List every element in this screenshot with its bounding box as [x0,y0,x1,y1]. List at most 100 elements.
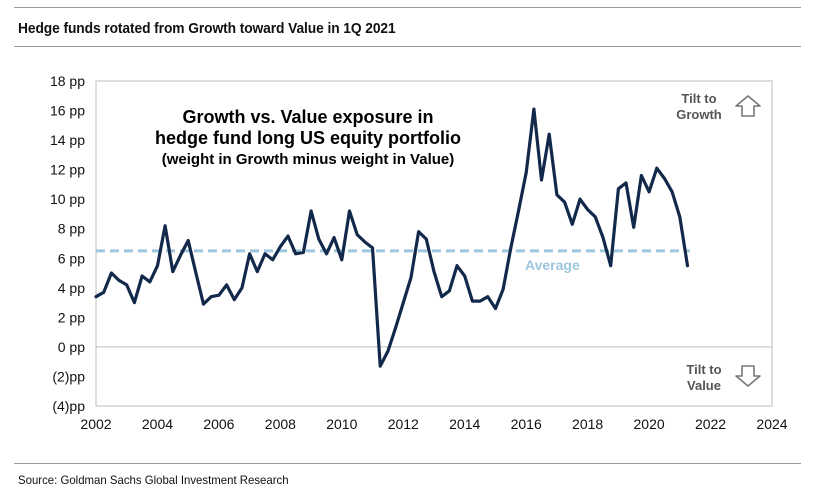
y-tick-label: (2)pp [52,368,85,384]
data-point [478,299,482,303]
tilt-growth-label-line2: Growth [676,107,722,122]
series-line [94,107,690,368]
data-point [217,293,221,297]
data-point [486,295,490,299]
data-point [624,181,628,185]
data-point [455,264,459,268]
chart-subtitle: (weight in Growth minus weight in Value) [162,151,455,168]
y-tick-label: (4)pp [52,398,85,414]
y-tick-label: 14 pp [50,132,85,148]
x-tick-label: 2024 [756,416,787,432]
data-point [640,174,643,177]
data-point [401,301,405,304]
data-point [686,264,689,268]
data-point [194,271,198,275]
data-point [156,264,159,268]
data-point [133,301,136,304]
bottom-divider [14,463,801,464]
data-point [332,236,336,239]
data-point [524,171,528,174]
x-tick-label: 2018 [572,416,603,432]
y-tick-label: 0 pp [58,339,85,355]
data-point [532,107,536,111]
data-point [255,270,259,273]
data-point [663,177,666,180]
data-point [102,290,106,294]
x-tick-label: 2004 [142,416,173,432]
x-tick-label: 2014 [449,416,480,432]
data-point [355,233,359,237]
data-point [386,349,390,353]
data-point [248,252,252,256]
data-point [570,222,574,226]
y-tick-label: 10 pp [50,191,85,207]
data-point [424,237,428,241]
data-point [286,234,290,238]
data-point [471,299,474,303]
data-point [363,240,367,244]
data-point [202,302,205,306]
series-points [94,107,689,368]
y-tick-label: 8 pp [58,221,85,237]
data-point [163,224,167,228]
data-point [232,298,236,302]
data-point [586,208,590,211]
data-point [616,187,620,191]
data-point [432,270,436,273]
y-tick-label: 2 pp [58,309,85,325]
y-tick-label: 4 pp [58,280,85,296]
data-point [140,274,144,278]
data-point [278,245,282,248]
data-point [225,283,228,287]
data-point [371,246,374,250]
data-point [186,239,190,242]
data-point [593,215,597,219]
data-point [655,166,659,170]
data-point [325,252,328,256]
data-point [647,190,651,194]
chart-title-line2: hedge fund long US equity portfolio [155,128,461,148]
y-tick-label: 16 pp [50,103,85,119]
tilt-value-label-line1: Tilt to [686,362,721,377]
data-point [179,253,182,257]
data-point [540,178,543,182]
source-note: Source: Goldman Sachs Global Investment … [18,473,289,487]
data-point [348,209,351,213]
data-point [494,307,497,310]
x-axis: 2002 2004 2006 2008 2010 2012 2014 2016 2018 2020… [80,416,787,432]
data-point [378,364,382,368]
y-tick-label: 18 pp [50,73,85,89]
data-point [125,283,129,287]
data-point [447,289,451,293]
average-label: Average [525,257,580,273]
data-point [394,326,397,330]
data-point [670,190,674,194]
data-point [517,209,520,213]
data-point [555,193,559,197]
x-tick-label: 2020 [634,416,665,432]
data-point [294,252,298,256]
arrow-down-icon [735,365,761,387]
x-tick-label: 2010 [326,416,357,432]
data-point [678,215,682,219]
data-point [240,286,244,290]
data-point [302,250,305,254]
data-point [417,230,421,234]
x-tick-label: 2016 [511,416,542,432]
data-point [440,295,444,299]
data-point [340,258,344,262]
plot-frame [95,80,773,407]
y-tick-label: 12 pp [50,162,85,178]
data-point [578,197,582,201]
y-axis: 18 pp 16 pp 14 pp 12 pp 10 pp 8 pp 6 pp 4 pp 2 p… [50,73,85,414]
y-tick-label: 6 pp [58,250,85,266]
data-point [601,236,605,239]
x-tick-label: 2006 [203,416,234,432]
data-point [463,274,467,278]
data-point [409,276,413,279]
data-point [509,246,513,250]
data-point [309,209,313,213]
data-point [209,295,213,299]
data-point [109,271,113,275]
